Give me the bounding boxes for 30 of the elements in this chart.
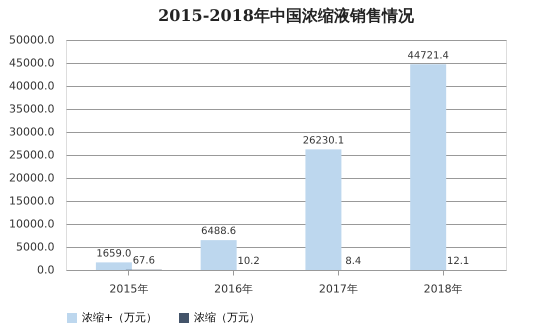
- bar: [410, 64, 446, 270]
- y-tick-label: 30000.0: [9, 126, 54, 138]
- data-label: 12.1: [446, 256, 470, 267]
- y-tick-label: 0.0: [37, 264, 54, 276]
- y-tick-label: 25000.0: [9, 148, 54, 162]
- legend-label: 浓缩（万元）: [194, 311, 260, 324]
- y-tick-label: 45000.0: [9, 56, 54, 70]
- legend-label: 浓缩+（万元）: [82, 311, 158, 324]
- bar: [200, 240, 237, 270]
- data-label: 67.6: [132, 256, 155, 267]
- y-tick-label: 40000.0: [9, 80, 54, 92]
- x-tick-label: 2017年: [318, 282, 358, 296]
- chart-title: 2015-2018年中国浓缩液销售情况: [158, 6, 415, 25]
- y-tick-label: 35000.0: [9, 102, 54, 116]
- data-label: 6488.6: [201, 226, 236, 238]
- data-label: 26230.1: [302, 135, 344, 146]
- y-tick-label: 20000.0: [9, 172, 54, 184]
- y-tick-label: 5000.0: [16, 240, 54, 254]
- x-tick-label: 2018年: [424, 282, 463, 296]
- y-tick-label: 15000.0: [9, 194, 54, 208]
- y-tick-label: 50000.0: [9, 34, 54, 46]
- x-tick-label: 2016年: [214, 282, 254, 296]
- bar: [96, 262, 132, 270]
- data-label: 8.4: [345, 256, 362, 267]
- data-label: 44721.4: [407, 50, 449, 62]
- data-label: 1659.0: [96, 248, 132, 260]
- bar: [305, 149, 342, 270]
- x-tick-label: 2015年: [109, 282, 148, 296]
- data-label: 10.2: [237, 256, 260, 267]
- y-tick-label: 10000.0: [9, 218, 54, 230]
